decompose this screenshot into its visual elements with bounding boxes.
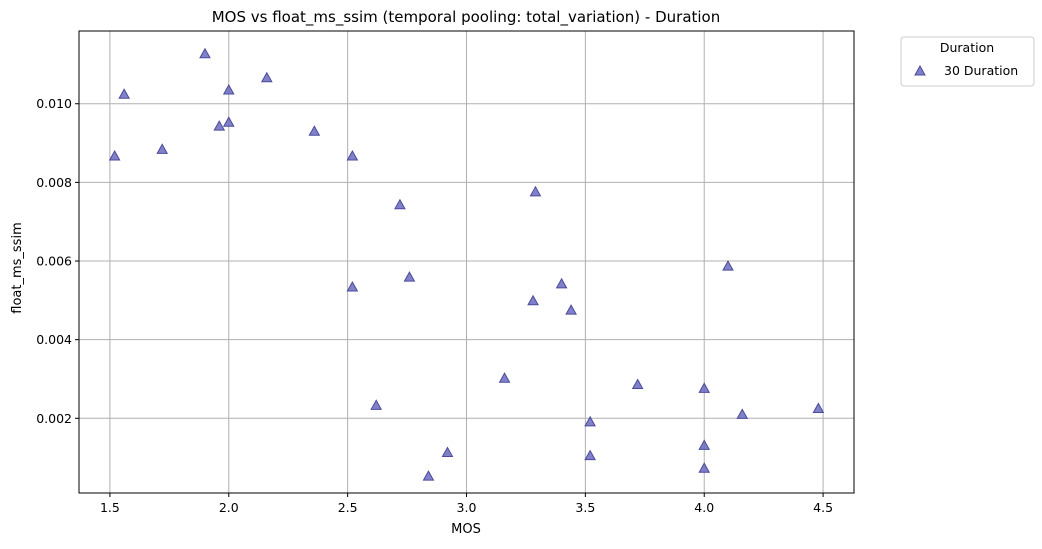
data-point: [584, 449, 596, 461]
data-point: [346, 150, 359, 161]
legend: Duration 30 Duration: [900, 36, 1035, 87]
x-tick-label: 4.5: [813, 500, 833, 515]
y-tick-label: 0.010: [36, 96, 72, 111]
x-tick-label: 3.5: [575, 500, 595, 515]
data-point: [812, 402, 825, 413]
data-point: [260, 71, 273, 83]
data-point: [403, 271, 416, 282]
x-axis-title: MOS: [451, 522, 481, 537]
data-point: [736, 408, 749, 419]
data-point: [156, 143, 169, 154]
data-point: [565, 304, 577, 315]
plot-area: 1.5 2.0 2.5 3.0 3.5 4.0 4.5 0.002 0.004 0.006 0.00…: [36, 30, 855, 515]
data-point: [108, 150, 121, 161]
y-tick-label: 0.006: [36, 254, 72, 269]
data-point: [698, 439, 711, 450]
data-point: [199, 47, 211, 59]
y-tick-label: 0.002: [36, 411, 72, 426]
data-point: [584, 415, 596, 427]
chart-title: MOS vs float_ms_ssim (temporal pooling: …: [212, 8, 721, 27]
data-point: [555, 277, 568, 289]
legend-entry-label: 30 Duration: [944, 63, 1018, 78]
data-point: [422, 470, 435, 481]
data-point: [308, 125, 321, 136]
data-point: [222, 116, 235, 127]
data-point: [394, 198, 406, 210]
data-point: [698, 462, 711, 473]
axes-frame: [78, 30, 855, 494]
data-point: [213, 120, 226, 131]
x-tick-label: 2.5: [338, 500, 358, 515]
x-tick-label: 1.5: [100, 500, 120, 515]
data-point: [498, 372, 511, 383]
legend-marker-triangle: [914, 64, 926, 76]
data-point: [698, 382, 711, 393]
data-point: [370, 399, 383, 410]
data-point: [631, 378, 644, 389]
data-point: [527, 294, 539, 306]
legend-frame: [900, 36, 1035, 87]
data-point: [722, 260, 734, 271]
x-tick-label: 2.0: [219, 500, 239, 515]
data-point: [529, 185, 542, 197]
data-point: [346, 280, 359, 292]
x-tick-label: 3.0: [457, 500, 477, 515]
x-tick-label: 4.0: [694, 500, 714, 515]
data-point: [222, 83, 235, 95]
y-axis-title: float_ms_ssim: [10, 222, 25, 313]
data-point: [441, 446, 454, 458]
y-tick-label: 0.008: [36, 175, 72, 190]
y-tick-label: 0.004: [36, 332, 72, 347]
legend-title: Duration: [940, 40, 994, 55]
data-point: [118, 88, 131, 99]
